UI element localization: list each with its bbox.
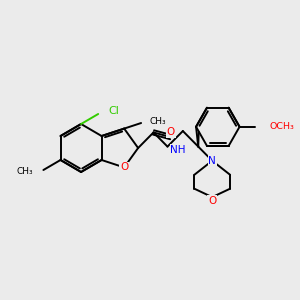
Text: NH: NH xyxy=(170,145,186,154)
Text: O: O xyxy=(208,196,216,206)
Text: N: N xyxy=(208,156,216,166)
Text: CH₃: CH₃ xyxy=(17,167,34,176)
Text: O: O xyxy=(167,127,175,137)
Text: O: O xyxy=(120,162,128,172)
Text: Cl: Cl xyxy=(108,106,119,116)
Text: OCH₃: OCH₃ xyxy=(269,122,294,131)
Text: CH₃: CH₃ xyxy=(149,116,166,125)
